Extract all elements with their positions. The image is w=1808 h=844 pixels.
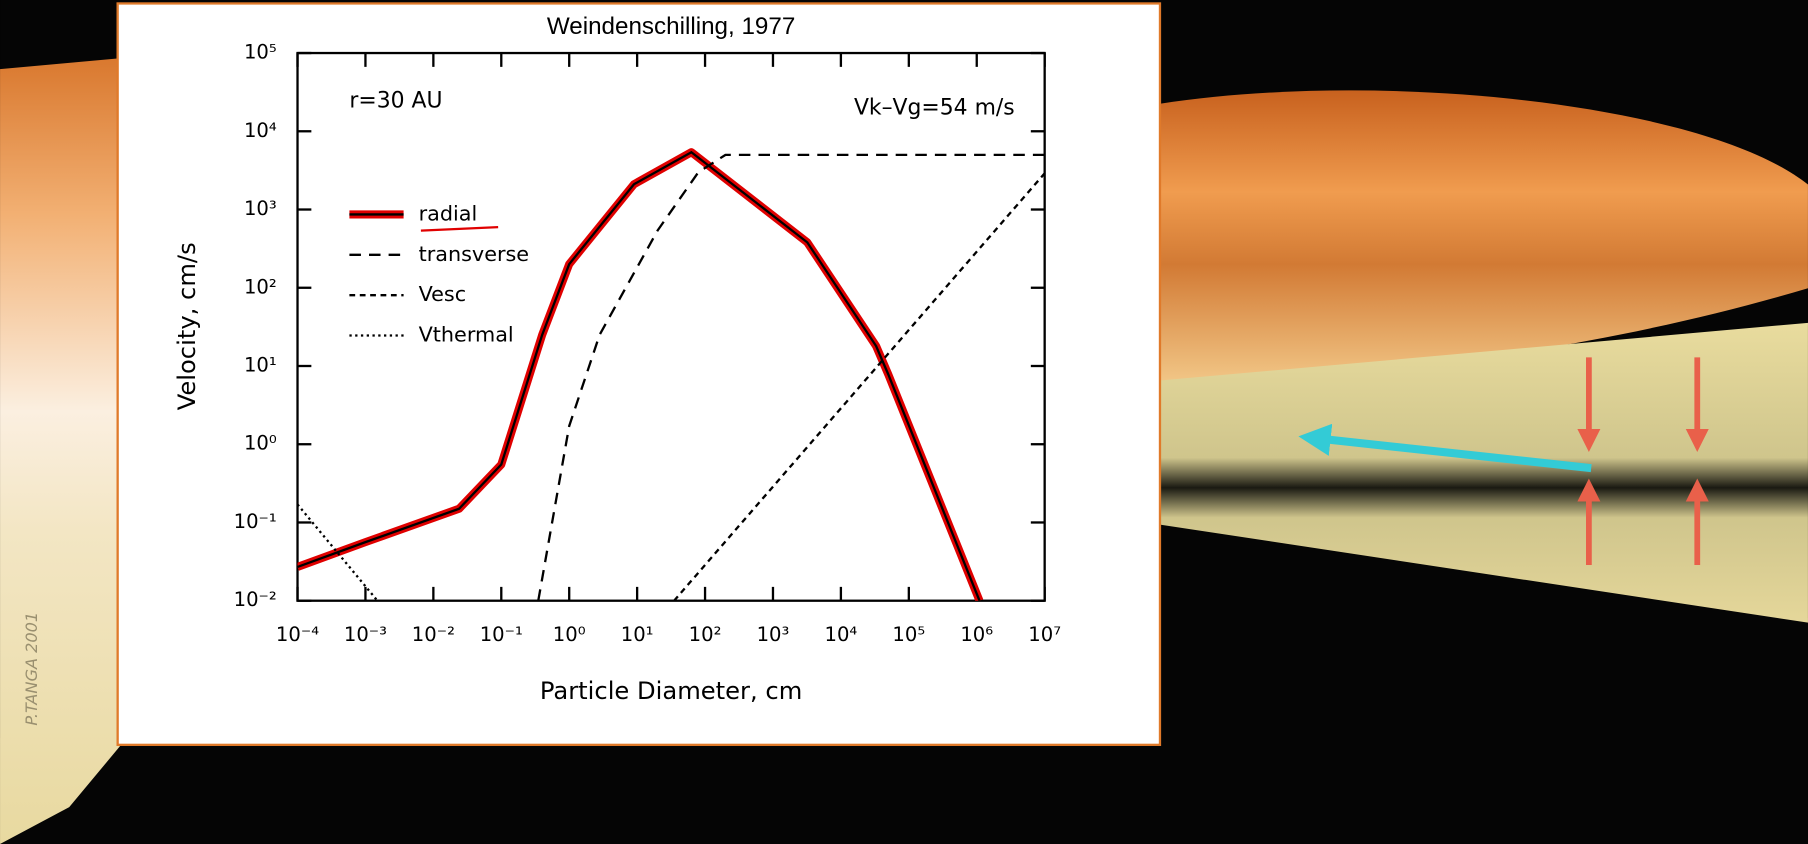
y-tick-label: 10¹ [244, 353, 277, 376]
x-tick-label: 10⁷ [1028, 623, 1061, 646]
series-core [297, 150, 981, 601]
y-tick-label: 10⁵ [244, 41, 277, 64]
disk-right [1159, 90, 1808, 381]
x-tick-label: 10¹ [621, 623, 654, 646]
x-tick-label: 10² [689, 623, 722, 646]
annotation: Vk–Vg=54 m/s [854, 95, 1015, 120]
x-tick-label: 10⁴ [825, 623, 858, 646]
x-tick-label: 10⁵ [892, 623, 925, 646]
plot-frame [296, 51, 1046, 602]
chart-panel [116, 2, 1162, 746]
underline [420, 225, 499, 232]
legend-label: Vesc [419, 282, 467, 306]
legend-label: transverse [419, 242, 530, 266]
legend-label: Vthermal [419, 323, 514, 347]
y-tick-label: 10⁴ [244, 119, 277, 142]
x-tick-label: 10⁶ [960, 623, 993, 646]
x-tick-label: 10⁰ [553, 623, 586, 646]
y-tick-label: 10³ [244, 197, 277, 220]
x-tick-label: 10⁻¹ [480, 623, 523, 646]
series-line [297, 503, 379, 601]
y-tick-label: 10⁰ [244, 432, 277, 455]
x-tick-label: 10⁻² [412, 623, 455, 646]
y-tick-label: 10⁻¹ [234, 510, 277, 533]
disk-left [0, 57, 127, 844]
x-tick-label: 10⁻³ [344, 623, 387, 646]
legend-label: radial [419, 201, 478, 225]
y-tick-label: 10² [244, 275, 277, 298]
x-tick-label: 10³ [757, 623, 790, 646]
watermark: P.TANGA 2001 [22, 612, 41, 726]
drift-arrow [1298, 423, 1592, 473]
annotation: r=30 AU [349, 88, 442, 113]
series-line [537, 153, 1045, 601]
x-axis-label: Particle Diameter, cm [540, 677, 802, 705]
series-line [673, 172, 1045, 601]
chart-title: Weindenschilling, 1977 [547, 13, 795, 40]
y-tick-label: 10⁻² [234, 588, 277, 611]
disk-slice [1159, 322, 1808, 623]
x-tick-label: 10⁻⁴ [276, 623, 319, 646]
y-axis-label: Velocity, cm/s [173, 242, 201, 410]
